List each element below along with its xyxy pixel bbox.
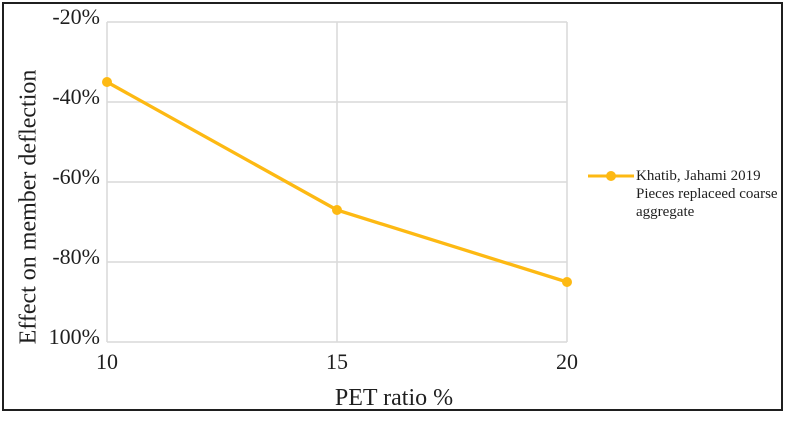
y-tick-label: 100% <box>48 324 100 349</box>
y-tick-label: -60% <box>52 164 100 189</box>
legend: Khatib, Jahami 2019 Pieces replaceed coar… <box>588 167 778 221</box>
x-axis-title: PET ratio % <box>334 385 454 411</box>
line-plot-area <box>102 21 572 343</box>
y-axis-title: Effect on member deflection <box>15 69 42 345</box>
x-axis-tick-labels: 10 15 20 <box>0 351 789 381</box>
legend-text-line: Pieces replaceed coarse <box>636 186 778 202</box>
y-tick-label: -80% <box>52 244 100 269</box>
legend-text-line: Khatib, Jahami 2019 <box>636 168 761 184</box>
legend-label: Khatib, Jahami 2019 Pieces replaceed coar… <box>636 167 778 221</box>
data-point-marker <box>102 77 112 87</box>
y-tick-label: -40% <box>52 84 100 109</box>
y-axis-tick-labels: -20% -40% -60% -80% 100% <box>0 0 100 422</box>
x-tick-label: 10 <box>96 349 118 374</box>
legend-text-line: aggregate <box>636 204 695 220</box>
gridlines <box>106 21 568 343</box>
legend-key-icon <box>588 171 634 181</box>
data-point-marker <box>562 277 572 287</box>
x-tick-label: 15 <box>326 349 348 374</box>
x-tick-label: 20 <box>556 349 578 374</box>
data-series <box>102 77 572 287</box>
y-tick-label: -20% <box>52 4 100 29</box>
data-point-marker <box>332 205 342 215</box>
